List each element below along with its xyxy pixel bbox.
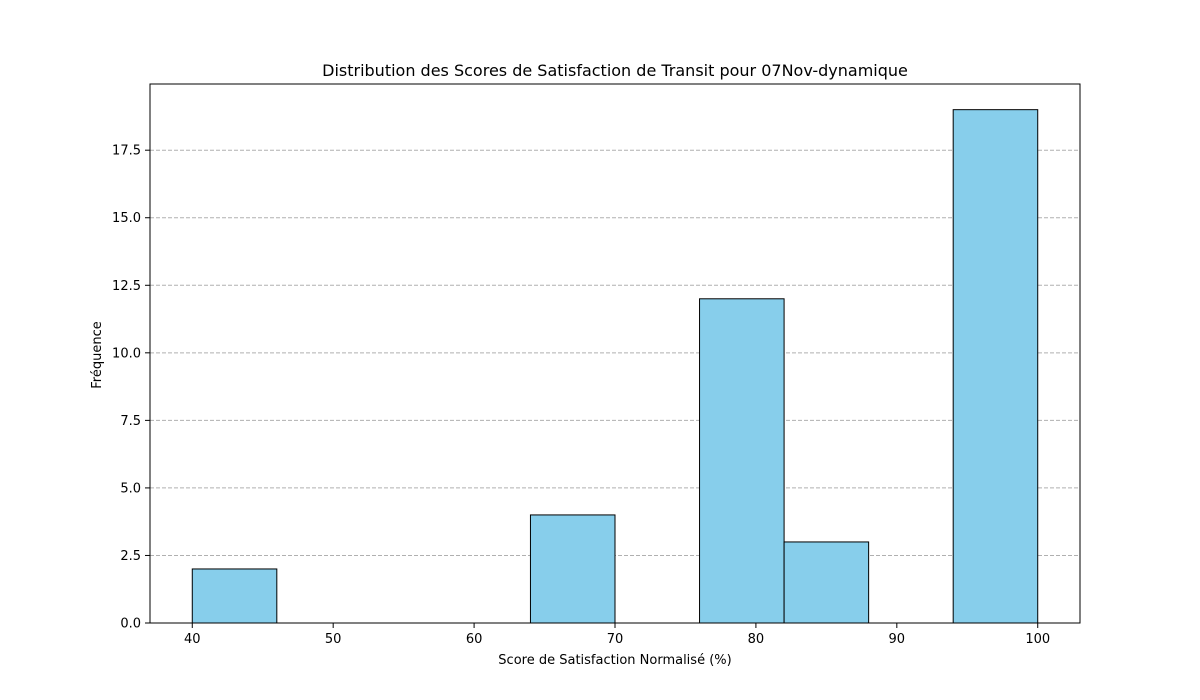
x-tick-label: 100 — [1025, 632, 1050, 647]
histogram-bars — [191, 109, 1039, 624]
y-axis-label: Fréquence — [90, 321, 105, 388]
y-tick-label: 15.0 — [112, 211, 141, 226]
x-axis-ticks: 40 50 60 70 80 90 100 — [184, 623, 1050, 647]
y-tick-label: 0.0 — [120, 617, 141, 632]
x-tick-label: 80 — [748, 632, 765, 647]
histogram-bar — [529, 514, 616, 624]
y-tick-label: 12.5 — [112, 279, 141, 294]
grid-lines — [150, 149, 1080, 556]
x-tick-label: 50 — [325, 632, 342, 647]
y-tick-label: 7.5 — [120, 414, 141, 429]
chart-title: Distribution des Scores de Satisfaction … — [322, 61, 908, 80]
histogram-bar — [783, 541, 870, 624]
x-tick-label: 90 — [889, 632, 906, 647]
x-tick-label: 60 — [466, 632, 483, 647]
x-axis-label: Score de Satisfaction Normalisé (%) — [498, 653, 731, 668]
histogram-bar — [952, 109, 1039, 624]
y-tick-label: 2.5 — [120, 549, 141, 564]
y-tick-label: 10.0 — [112, 346, 141, 361]
histogram-bar — [191, 568, 278, 624]
x-tick-label: 40 — [184, 632, 201, 647]
y-tick-label: 17.5 — [112, 144, 141, 159]
histogram-bar — [699, 298, 785, 624]
y-axis-ticks: 0.0 2.5 5.0 7.5 10.0 12.5 15.0 17.5 — [112, 144, 150, 632]
x-tick-label: 70 — [607, 632, 624, 647]
y-tick-label: 5.0 — [120, 481, 141, 496]
